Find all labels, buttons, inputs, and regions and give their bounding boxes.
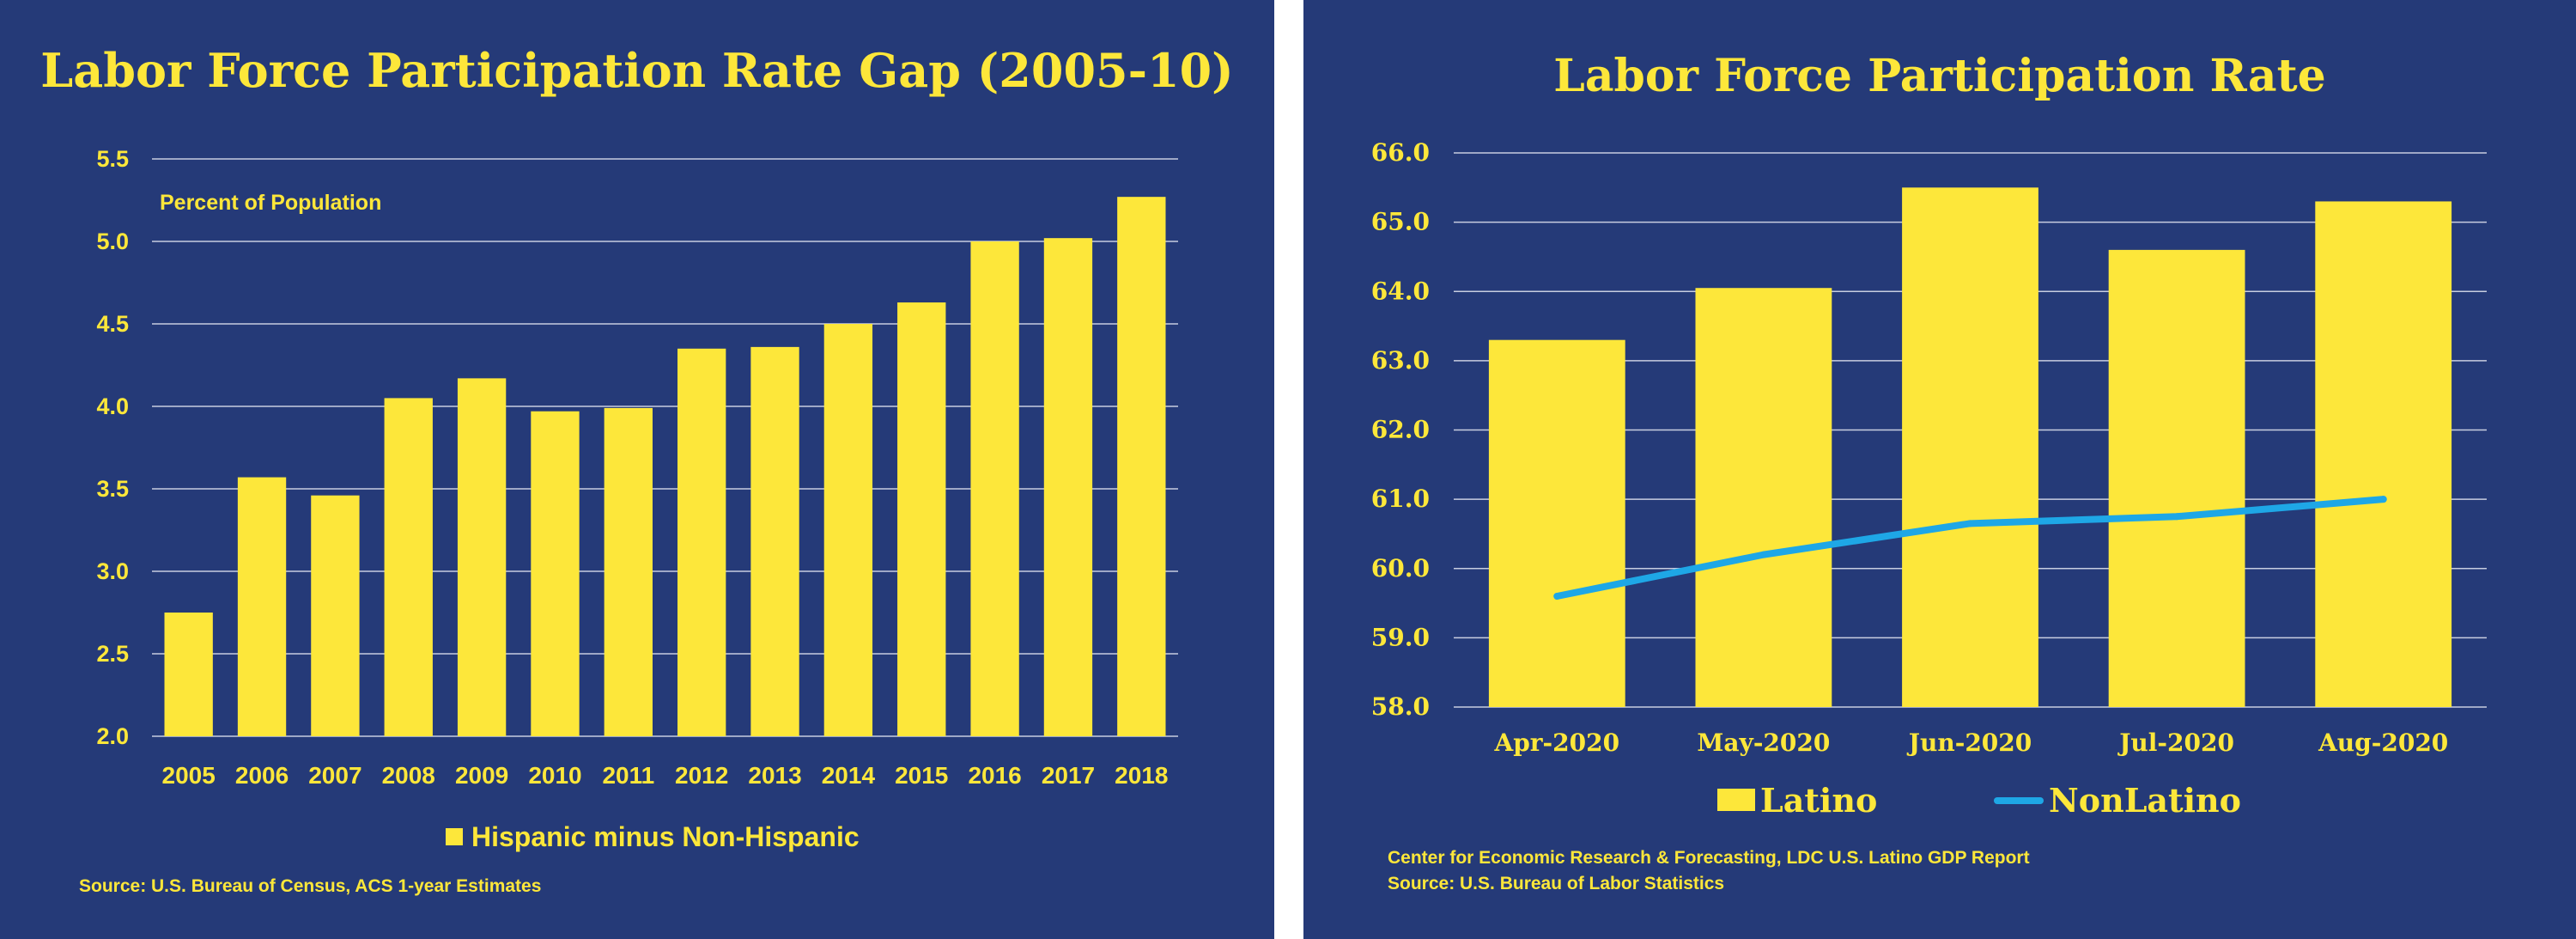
left-x-tick-label: 2013: [748, 762, 801, 789]
right-line-point-Jul-2020: [2173, 513, 2181, 521]
left-bar-2011: [604, 407, 653, 736]
left-x-tick-label: 2011: [602, 762, 654, 789]
left-y-tick-label: 2.0: [96, 723, 129, 749]
right-y-tick-label: 58.0: [1371, 692, 1430, 721]
left-x-tick-label: 2010: [528, 762, 581, 789]
right-legend-latino-swatch: [1717, 789, 1755, 811]
right-y-tick-label: 64.0: [1371, 277, 1430, 305]
left-source-note: Source: U.S. Bureau of Census, ACS 1-yea…: [79, 876, 542, 896]
left-bar-2007: [311, 495, 360, 736]
right-chart-panel: Labor Force Participation Rate 58.0 59.0 6…: [1303, 0, 2576, 939]
right-x-tick-label: May-2020: [1697, 729, 1830, 757]
right-line-point-May-2020: [1759, 551, 1767, 558]
right-y-tick-label: 60.0: [1371, 554, 1430, 582]
left-bar-2013: [750, 346, 799, 736]
right-y-tick-label: 61.0: [1371, 485, 1430, 513]
left-y-tick-label: 5.5: [96, 146, 129, 172]
left-bar-2017: [1043, 238, 1093, 736]
right-line-point-Jun-2020: [1966, 520, 1974, 527]
left-bar-2005: [164, 613, 213, 736]
left-bar-2006: [237, 477, 287, 736]
left-y-tick-label: 3.0: [96, 558, 129, 584]
left-x-tick-label: 2015: [895, 762, 948, 789]
left-bar-2015: [897, 302, 946, 736]
right-chart-title: Labor Force Participation Rate: [1553, 50, 2326, 102]
left-y-tick-label: 4.5: [96, 311, 129, 337]
right-bar-Jun-2020: [1902, 187, 2038, 707]
left-bar-2010: [531, 411, 580, 736]
left-y-tick-label: 4.0: [96, 393, 129, 419]
left-x-tick-label: 2008: [382, 762, 435, 789]
left-bar-2009: [457, 378, 507, 736]
right-line-point-Aug-2020: [2379, 496, 2387, 503]
right-source-line-1: Center for Economic Research & Forecasti…: [1388, 848, 2030, 868]
left-x-tick-label: 2018: [1115, 762, 1168, 789]
left-x-tick-label: 2012: [675, 762, 728, 789]
right-line-point-Apr-2020: [1553, 593, 1561, 600]
right-x-tick-label: Jul-2020: [2117, 729, 2234, 757]
left-bar-2016: [970, 241, 1019, 736]
left-y-tick-label: 2.5: [96, 641, 129, 667]
left-y-tick-label: 3.5: [96, 476, 129, 502]
left-legend-label: Hispanic minus Non-Hispanic: [471, 821, 860, 852]
right-y-tick-label: 65.0: [1371, 208, 1430, 236]
right-y-tick-label: 63.0: [1371, 346, 1430, 375]
left-bar-2018: [1117, 197, 1166, 736]
right-bar-May-2020: [1695, 288, 1832, 707]
left-x-tick-label: 2016: [968, 762, 1021, 789]
left-chart-panel: Labor Force Participation Rate Gap (2005…: [0, 0, 1274, 939]
right-bar-Jul-2020: [2108, 249, 2245, 707]
left-legend-swatch: [446, 828, 463, 845]
right-bar-Apr-2020: [1488, 339, 1625, 707]
right-y-tick-label: 59.0: [1371, 623, 1430, 651]
right-x-tick-label: Jun-2020: [1906, 729, 2032, 757]
right-y-tick-label: 66.0: [1371, 138, 1430, 167]
left-bar-2014: [823, 324, 873, 736]
left-x-tick-label: 2006: [235, 762, 289, 789]
left-y-tick-label: 5.0: [96, 229, 129, 254]
right-source-line-2: Source: U.S. Bureau of Labor Statistics: [1388, 874, 1725, 893]
left-x-tick-label: 2009: [455, 762, 508, 789]
right-legend-nonlatino-label: NonLatino: [2049, 781, 2241, 820]
left-bar-2008: [384, 398, 433, 736]
right-x-tick-label: Apr-2020: [1493, 729, 1619, 757]
left-x-tick-label: 2007: [308, 762, 361, 789]
right-combo-chart: 58.0 59.0 60.0 61.0 62.0 63.0 64.0 65.0 66.0 Apr-…: [1371, 138, 2487, 820]
left-bar-chart: 2.0 2.5 3.0 3.5 4.0 4.5 5.0 5.5 Percent of Popul…: [96, 146, 1178, 852]
left-chart-title: Labor Force Participation Rate Gap (2005…: [40, 43, 1234, 98]
right-bar-Aug-2020: [2315, 201, 2452, 707]
left-x-tick-label: 2017: [1042, 762, 1095, 789]
left-bar-2012: [677, 348, 726, 736]
right-legend-latino-label: Latino: [1760, 781, 1877, 820]
right-y-tick-label: 62.0: [1371, 416, 1430, 444]
left-x-tick-label: 2014: [822, 762, 876, 789]
left-y-axis-label: Percent of Population: [160, 191, 381, 215]
right-x-tick-label: Aug-2020: [2318, 729, 2448, 757]
left-x-tick-label: 2005: [162, 762, 216, 789]
